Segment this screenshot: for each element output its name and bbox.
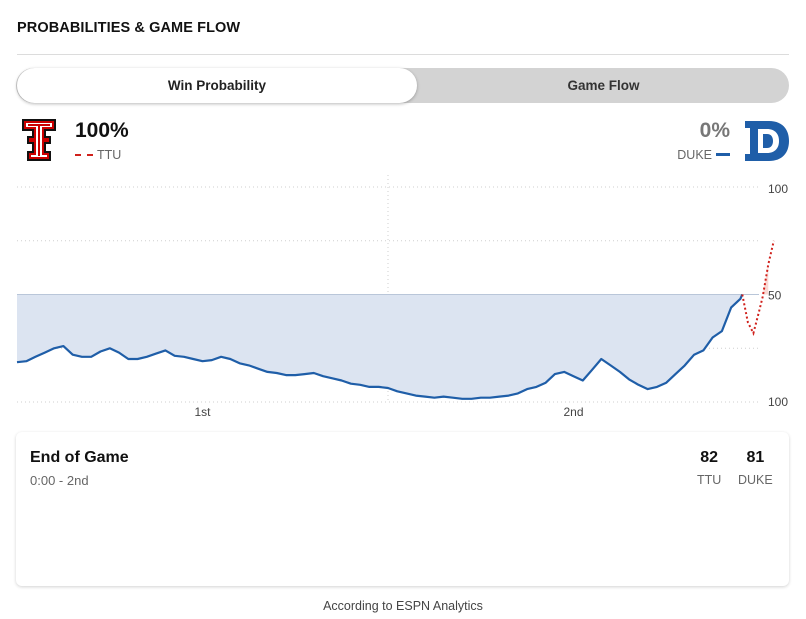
dashed-line-icon bbox=[75, 153, 93, 156]
ttu-area-fill bbox=[742, 264, 769, 295]
home-legend: TTU bbox=[75, 148, 121, 162]
home-score-abbr: TTU bbox=[697, 473, 722, 487]
period-label-2nd: 2nd bbox=[563, 405, 583, 419]
away-score-abbr: DUKE bbox=[738, 473, 773, 487]
home-win-probability: 100% bbox=[75, 119, 129, 142]
series-line-duke bbox=[16, 294, 744, 400]
away-win-probability: 0% bbox=[699, 119, 730, 142]
tab-win-probability[interactable]: Win Probability bbox=[17, 68, 417, 103]
y-tick-bottom: 100 bbox=[768, 395, 788, 409]
series-line-ttu bbox=[741, 240, 775, 337]
duke-area-fill bbox=[17, 294, 743, 399]
away-score: 81 bbox=[746, 449, 765, 466]
tab-game-flow[interactable]: Game Flow bbox=[567, 78, 640, 93]
away-abbr: DUKE bbox=[677, 148, 712, 162]
game-status: End of Game bbox=[30, 449, 129, 466]
win-probability-chart: 100 50 100 1st 2nd bbox=[16, 175, 788, 419]
title-divider bbox=[17, 54, 789, 55]
score-home: 82 TTU bbox=[697, 449, 721, 487]
home-abbr: TTU bbox=[97, 148, 122, 162]
duke-logo bbox=[745, 121, 789, 161]
away-legend: DUKE bbox=[677, 148, 730, 162]
home-score: 82 bbox=[700, 449, 719, 466]
chart-toggle: Win Probability Game Flow bbox=[16, 68, 789, 103]
y-tick-middle: 50 bbox=[768, 289, 782, 303]
section-title: PROBABILITIES & GAME FLOW bbox=[17, 20, 241, 36]
texas-tech-logo bbox=[22, 119, 56, 161]
score-away: 81 DUKE bbox=[738, 449, 773, 487]
solid-line-icon bbox=[716, 153, 730, 157]
game-summary: End of Game 0:00 - 2nd 82 TTU 81 DUKE bbox=[16, 432, 789, 586]
analytics-footnote: According to ESPN Analytics bbox=[323, 599, 483, 613]
period-label-1st: 1st bbox=[194, 405, 211, 419]
game-clock: 0:00 - 2nd bbox=[30, 473, 89, 488]
y-tick-top: 100 bbox=[768, 182, 788, 196]
